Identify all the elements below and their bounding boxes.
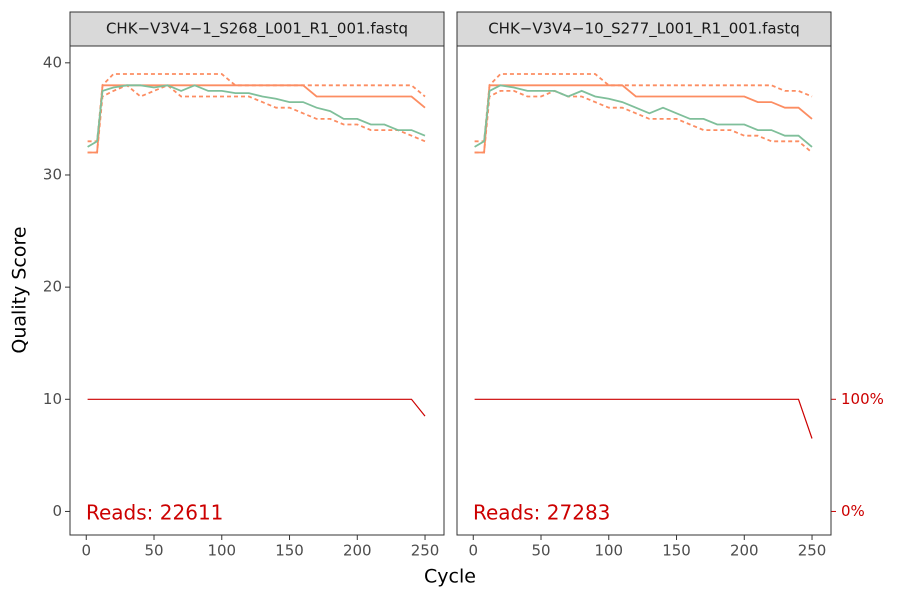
series-line	[87, 73, 426, 143]
x-tick-label: 100	[207, 542, 236, 560]
reads-annotation: Reads: 22611	[86, 501, 223, 525]
y-tick-label: 10	[43, 390, 62, 408]
x-tick-label: 150	[662, 542, 691, 560]
facet-strip	[456, 11, 832, 47]
y-tick-label: 30	[43, 165, 62, 183]
x-tick-label: 0	[81, 542, 91, 560]
x-tick-label: 200	[343, 542, 372, 560]
x-tick-label: 50	[144, 542, 163, 560]
x-tick-label: 200	[730, 542, 759, 560]
y-tick-label: 0	[52, 502, 62, 520]
series-line	[474, 89, 813, 154]
facet-title: CHK−V3V4−1_S268_L001_R1_001.fastq	[106, 20, 408, 39]
y-tick-label: 20	[43, 278, 62, 296]
x-tick-label: 50	[531, 542, 550, 560]
series-line	[474, 84, 813, 154]
x-tick-label: 100	[594, 542, 623, 560]
y2-tick-label: 100%	[841, 390, 884, 408]
facet-strip	[69, 11, 445, 47]
x-tick-label: 0	[468, 542, 478, 560]
facet-title: CHK−V3V4−10_S277_L001_R1_001.fastq	[488, 20, 800, 39]
series-line	[87, 84, 426, 154]
x-tick-label: 150	[275, 542, 304, 560]
x-tick-label: 250	[798, 542, 827, 560]
series-line	[87, 398, 426, 417]
panel-border	[456, 45, 832, 536]
x-tick-label: 250	[411, 542, 440, 560]
series-line	[474, 398, 813, 439]
reads-annotation: Reads: 27283	[473, 501, 610, 525]
series-line	[474, 73, 813, 143]
series-line	[474, 84, 813, 148]
y-axis-title: Quality Score	[9, 226, 31, 353]
series-line	[87, 84, 426, 148]
panel-border	[69, 45, 445, 536]
y2-tick-label: 0%	[841, 502, 865, 520]
y-tick-label: 40	[43, 53, 62, 71]
x-axis-title: Cycle	[424, 566, 476, 588]
